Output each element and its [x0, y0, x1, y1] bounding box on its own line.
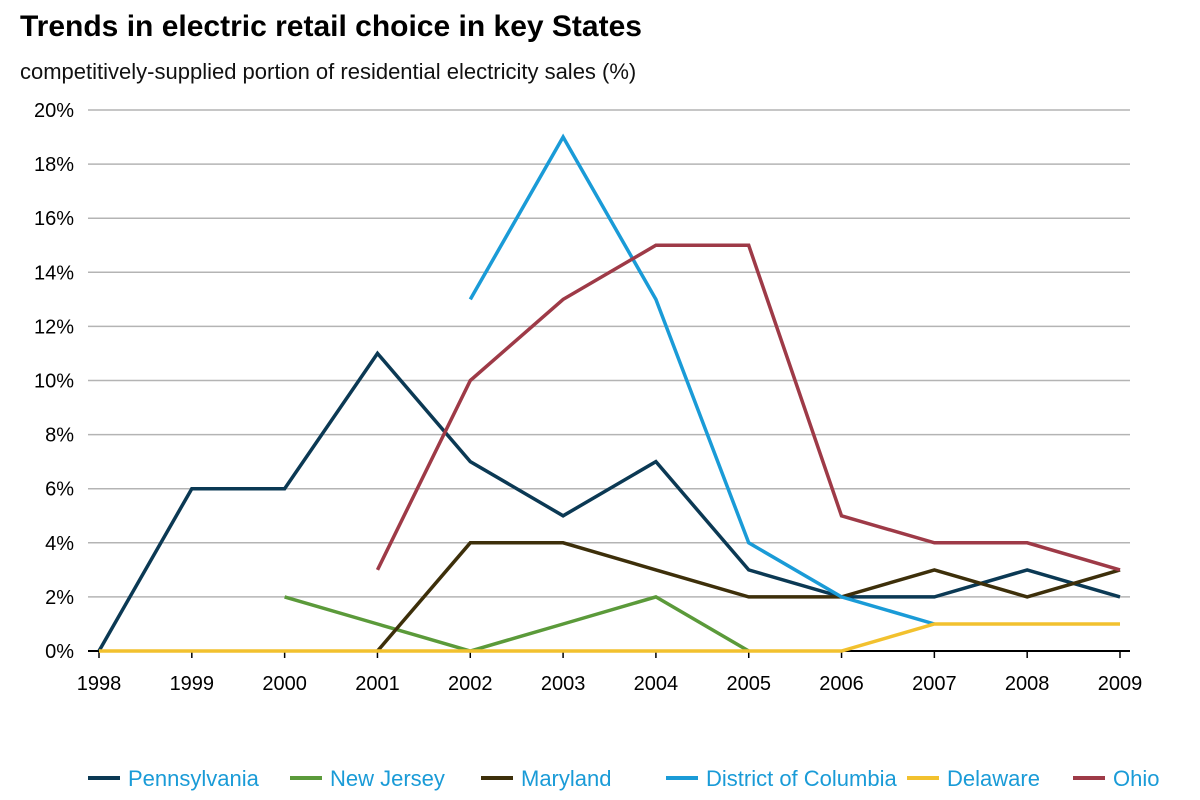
legend[interactable]: Pennsylvania New Jersey Maryland District o… — [88, 766, 1159, 791]
legend-label: Ohio — [1113, 766, 1159, 791]
legend-item-maryland[interactable]: Maryland — [481, 766, 611, 791]
series-line-pennsylvania — [97, 350, 1121, 652]
x-tick-label: 2009 — [1098, 673, 1143, 695]
x-tick-label: 2003 — [541, 673, 586, 695]
x-tick-label: 2000 — [262, 673, 307, 695]
legend-label: Maryland — [521, 766, 611, 791]
legend-label: Delaware — [947, 766, 1040, 791]
legend-label: District of Columbia — [706, 766, 897, 791]
legend-label: New Jersey — [330, 766, 445, 791]
series-line-delaware — [99, 622, 1120, 653]
series-line-ohio — [375, 243, 1121, 572]
series-line-maryland — [376, 541, 1121, 653]
y-tick-label: 6% — [45, 479, 74, 501]
y-tick-label: 2% — [45, 587, 74, 609]
chart-subtitle: competitively-supplied portion of reside… — [20, 59, 637, 84]
y-tick-label: 8% — [45, 425, 74, 447]
y-tick-label: 16% — [34, 208, 74, 230]
y-tick-label: 18% — [34, 154, 74, 176]
y-tick-label: 14% — [34, 262, 74, 284]
series-lines — [97, 133, 1121, 653]
x-tick-label: 2004 — [634, 673, 679, 695]
x-tick-label: 2006 — [819, 673, 864, 695]
y-tick-label: 20% — [34, 100, 74, 122]
y-tick-label: 10% — [34, 371, 74, 393]
legend-item-district-of-columbia[interactable]: District of Columbia — [666, 766, 897, 791]
x-tick-label: 2005 — [726, 673, 771, 695]
x-tick-label: 2008 — [1005, 673, 1050, 695]
x-tick-label: 1999 — [170, 673, 215, 695]
x-tick-label: 2002 — [448, 673, 493, 695]
x-tick-label: 1998 — [77, 673, 122, 695]
axes: 0% 2% 4% 6% 8% 10% 12% 14% 16% 18% 20% 1998 1999 2000… — [34, 100, 1142, 695]
x-tick-label: 2007 — [912, 673, 957, 695]
y-tick-label: 0% — [45, 641, 74, 663]
chart-title: Trends in electric retail choice in key … — [20, 10, 642, 43]
gridlines — [88, 109, 1130, 598]
x-tick-label: 2001 — [355, 673, 400, 695]
y-tick-label: 12% — [34, 316, 74, 338]
legend-item-delaware[interactable]: Delaware — [907, 766, 1040, 791]
y-tick-label: 4% — [45, 533, 74, 555]
legend-item-ohio[interactable]: Ohio — [1073, 766, 1159, 791]
series-line-district-of-columbia — [468, 133, 935, 626]
legend-item-pennsylvania[interactable]: Pennsylvania — [88, 766, 260, 791]
legend-item-new-jersey[interactable]: New Jersey — [290, 766, 445, 791]
legend-label: Pennsylvania — [128, 766, 260, 791]
series-line-new-jersey — [284, 595, 750, 653]
